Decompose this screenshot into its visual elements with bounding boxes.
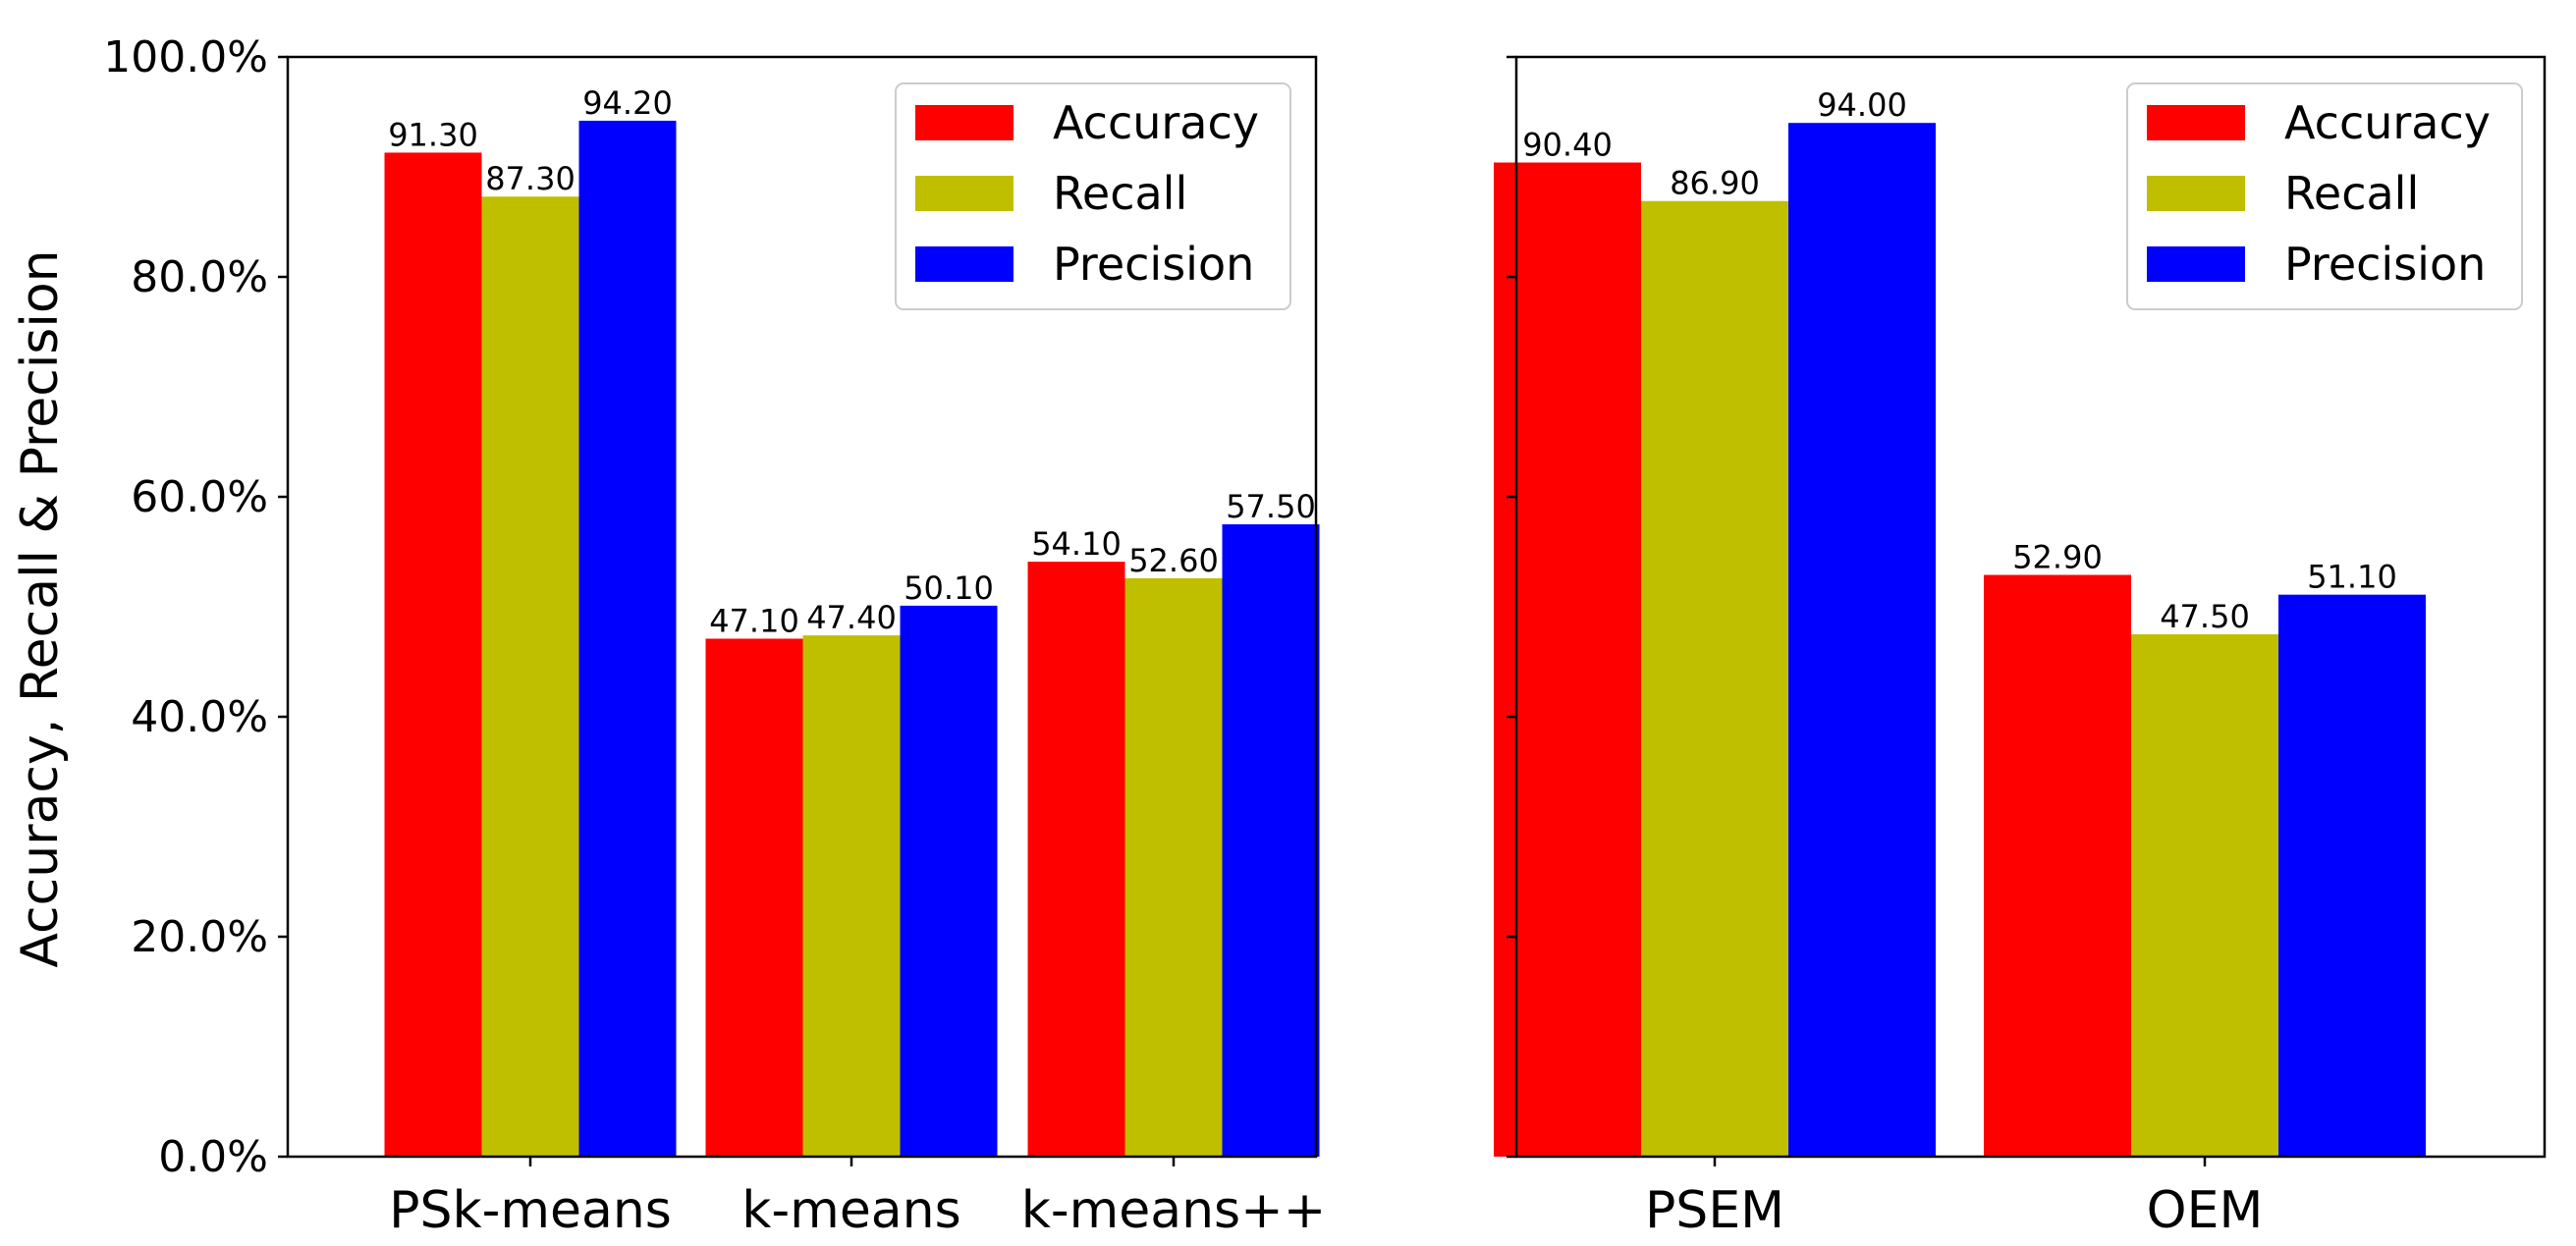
x-tick-label: PSk-means (389, 1181, 672, 1240)
legend-label-recall: Recall (2284, 167, 2419, 220)
bar-accuracy-psk-means (384, 152, 482, 1157)
legend-swatch-accuracy (2147, 105, 2245, 140)
bar-value-label: 52.60 (1128, 542, 1219, 579)
axes-frame (286, 55, 1318, 1159)
bar-value-label: 54.10 (1031, 525, 1122, 563)
bar-accuracy-oem (1984, 574, 2131, 1157)
axes-frame (1514, 55, 2547, 1159)
bar-value-label: 47.50 (2160, 598, 2250, 635)
y-tick-label: 40.0% (131, 692, 268, 742)
bar-recall-k-means (802, 635, 901, 1157)
bar-recall-psk-means (481, 196, 579, 1158)
bar-value-label: 91.30 (388, 116, 478, 153)
bar-value-label: 52.90 (2012, 539, 2103, 576)
bar-accuracy-psem (1494, 162, 1641, 1157)
legend-label-accuracy: Accuracy (1053, 96, 1259, 149)
bar-value-label: 47.40 (806, 599, 897, 636)
legend-swatch-precision (915, 246, 1014, 282)
bar-recall-k-meansplusplus (1124, 577, 1223, 1157)
bar-value-label: 50.10 (904, 569, 994, 607)
bar-precision-k-meansplusplus (1222, 524, 1320, 1157)
y-axis-label: Accuracy, Recall & Precision (11, 249, 70, 967)
bar-value-label: 57.50 (1226, 488, 1316, 525)
bar-precision-k-means (900, 605, 998, 1157)
legend-swatch-precision (2147, 246, 2245, 282)
bar-value-label: 94.20 (582, 84, 673, 122)
legend-label-accuracy: Accuracy (2284, 96, 2491, 149)
x-tick-label: OEM (2147, 1181, 2264, 1240)
legend-label-recall: Recall (1053, 167, 1187, 220)
bar-precision-psem (1788, 123, 1936, 1158)
bar-precision-oem (2278, 594, 2426, 1157)
chart-panel-right: 90.40 86.90 94.00 PSEM 52.90 47.50 51.10 OEM Acc… (1494, 55, 2547, 1240)
y-tick-label: 80.0% (131, 252, 268, 302)
bar-value-label: 47.10 (709, 602, 799, 639)
bar-recall-oem (2131, 634, 2278, 1157)
y-tick-label: 60.0% (131, 472, 268, 522)
y-tick-label: 20.0% (131, 912, 268, 962)
x-tick-label: k-means (741, 1181, 960, 1240)
x-tick-label: k-means++ (1021, 1181, 1327, 1240)
legend-swatch-recall (2147, 176, 2245, 211)
bar-recall-psem (1641, 200, 1788, 1158)
legend-swatch-accuracy (915, 105, 1014, 140)
legend: Accuracy Recall Precision (895, 82, 1291, 310)
bar-precision-psk-means (578, 120, 677, 1158)
legend-label-precision: Precision (1053, 238, 1254, 291)
bar-value-label: 87.30 (485, 160, 575, 197)
bar-value-label: 86.90 (1670, 165, 1760, 202)
bar-accuracy-k-meansplusplus (1027, 562, 1125, 1157)
legend: Accuracy Recall Precision (2126, 82, 2523, 310)
y-tick-label: 100.0% (103, 32, 268, 82)
bar-value-label: 90.40 (1522, 127, 1613, 164)
bar-accuracy-k-means (705, 638, 803, 1157)
x-tick-label: PSEM (1645, 1181, 1784, 1240)
bar-value-label: 51.10 (2307, 559, 2397, 596)
y-tick-label: 0.0% (158, 1132, 268, 1182)
bar-value-label: 94.00 (1817, 86, 1907, 124)
legend-label-precision: Precision (2284, 238, 2486, 291)
legend-swatch-recall (915, 176, 1014, 211)
